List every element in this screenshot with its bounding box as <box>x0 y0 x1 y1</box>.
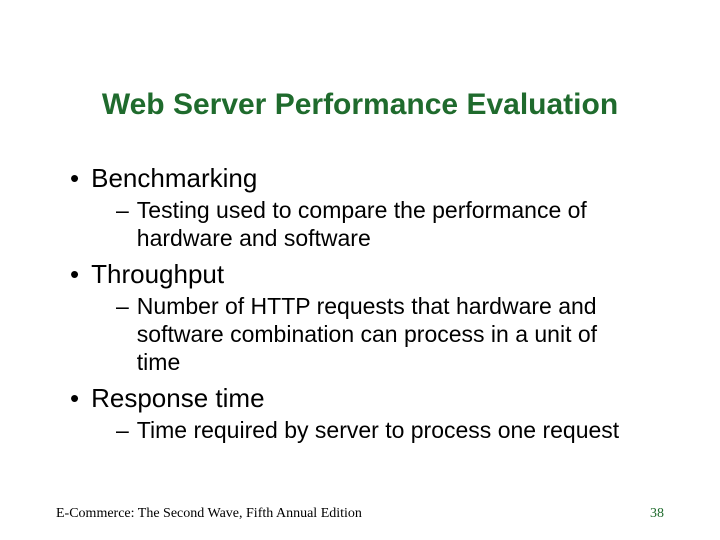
slide-footer: E-Commerce: The Second Wave, Fifth Annua… <box>56 506 664 522</box>
bullet-item: • Throughput <box>64 258 664 290</box>
dash-icon: – <box>116 196 129 224</box>
footer-source: E-Commerce: The Second Wave, Fifth Annua… <box>56 506 362 522</box>
bullet-item: • Response time <box>64 382 664 414</box>
slide-content: • Benchmarking – Testing used to compare… <box>56 162 664 444</box>
sub-bullet-item: – Number of HTTP requests that hardware … <box>116 292 664 376</box>
bullet-label: Response time <box>91 382 264 414</box>
sub-bullet-text: Number of HTTP requests that hardware an… <box>137 292 644 376</box>
page-number: 38 <box>650 506 664 522</box>
bullet-dot-icon: • <box>70 162 79 194</box>
slide-title: Web Server Performance Evaluation <box>56 88 664 122</box>
sub-bullet-item: – Time required by server to process one… <box>116 416 664 444</box>
bullet-dot-icon: • <box>70 382 79 414</box>
dash-icon: – <box>116 292 129 320</box>
dash-icon: – <box>116 416 129 444</box>
sub-bullet-item: – Testing used to compare the performanc… <box>116 196 664 252</box>
slide: Web Server Performance Evaluation • Benc… <box>0 0 720 540</box>
bullet-dot-icon: • <box>70 258 79 290</box>
bullet-label: Throughput <box>91 258 224 290</box>
bullet-label: Benchmarking <box>91 162 257 194</box>
sub-bullet-text: Time required by server to process one r… <box>137 416 619 444</box>
bullet-item: • Benchmarking <box>64 162 664 194</box>
sub-bullet-text: Testing used to compare the performance … <box>137 196 644 252</box>
